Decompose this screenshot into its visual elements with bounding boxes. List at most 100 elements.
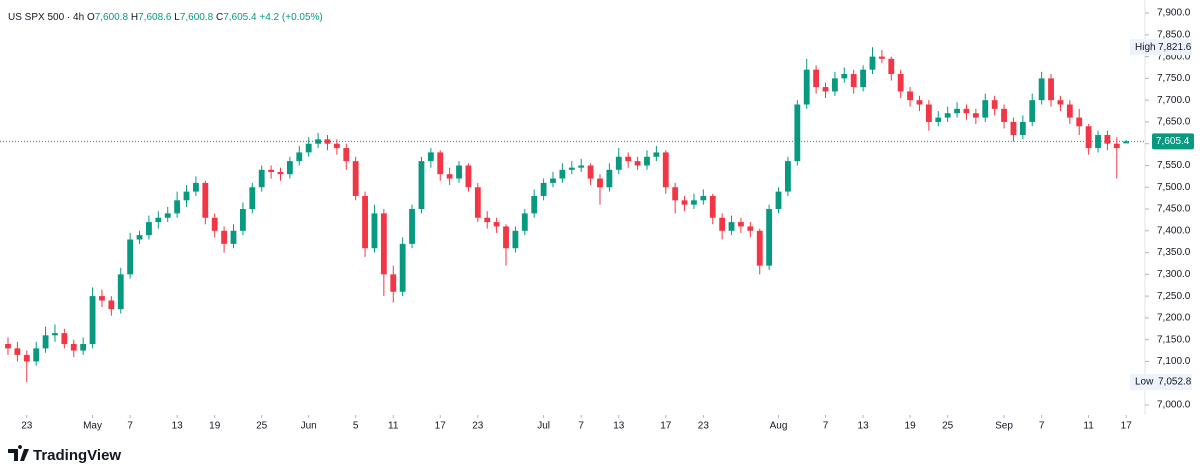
candle-body [333,143,340,149]
y-tick-label: 7,650.0 [1157,117,1191,128]
x-tick-label: 7 [578,421,584,432]
candle-body [146,222,152,236]
candle-body [456,165,462,179]
candle-body [709,195,716,218]
candle-body [174,200,181,214]
x-tick-label: 25 [942,421,954,432]
x-tick-label: 17 [435,421,447,432]
candle-body [1123,141,1130,144]
y-tick-label: 7,500.0 [1157,182,1191,193]
candle-body [117,274,124,310]
candle-body [249,187,256,210]
change: +4.2 (+0.05%) [259,12,322,23]
last-price-tag [1152,133,1194,150]
candle-body [474,187,481,218]
tradingview-logo: TradingView [8,445,121,464]
candle-body [860,69,867,88]
x-tick-label: May [83,421,102,432]
candle-body [935,117,942,122]
candle-body [465,165,472,188]
candle-body [982,100,989,118]
ohlc-key: C [216,12,223,23]
candle-body [409,209,415,244]
y-tick-label: 7,800.0 [1157,51,1191,62]
candle-body [681,200,688,205]
x-tick-label: 7 [1039,421,1045,432]
candle-body [1113,143,1120,149]
candle-body [944,113,951,118]
candle-body [211,217,218,231]
candle-body [1066,104,1073,118]
candle-body [286,161,293,175]
candle-body [14,348,21,355]
candle-body [437,152,444,175]
candle-body [136,235,143,240]
x-tick-label: 25 [256,421,268,432]
candle-body [766,209,773,266]
ohlc-key: O [87,12,95,23]
x-tick-label: 13 [172,421,184,432]
y-tick-label: 7,000.0 [1157,400,1191,411]
marker-text: High [1135,42,1156,53]
candle-body [907,91,913,101]
candle-body [841,74,848,79]
ohlc-value: 7,600.8 [180,12,214,23]
y-tick-label: 7,100.0 [1157,356,1191,367]
candle-body [99,296,105,301]
last-price-label: 7,605.4 [1156,136,1190,147]
candle-body [888,58,895,75]
candle-body [831,78,838,92]
candle-body [1095,134,1101,149]
candle-body [691,200,697,205]
marker-bg [1130,373,1192,390]
y-tick-label: 7,300.0 [1157,269,1191,280]
ohlc-key: H [131,12,138,23]
candle-body [925,104,932,122]
x-tick-label: 11 [1083,421,1094,432]
candle-body [1085,126,1092,149]
candle-body [803,69,810,105]
y-tick-label: 7,200.0 [1157,313,1191,324]
candle-body [1029,100,1036,122]
x-tick-label: 11 [388,421,399,432]
candle-body [785,161,791,192]
candle-body [193,182,199,192]
candle-body [70,344,77,351]
x-tick-label: Sep [995,421,1013,432]
candle-body [822,87,829,92]
candle-body [352,161,359,196]
candle-body [1104,134,1111,144]
candle-body [850,74,857,88]
candle-body [568,167,575,170]
y-tick-label: 7,850.0 [1157,29,1191,40]
candle-body [672,187,679,201]
candle-body [324,139,331,144]
ohlc-value: 7,608.6 [138,12,172,23]
candle-body [484,217,491,223]
candle-body [427,152,434,162]
candle-body [578,165,585,168]
header: US SPX 500 · 4h O7,600.8 H7,608.6 L7,600… [8,12,323,23]
candle-body [531,195,538,214]
x-tick-label: 17 [1121,421,1133,432]
candle-body [615,156,622,170]
candle-body [540,182,547,196]
candle-body [371,213,378,249]
candle-body [587,165,594,179]
x-tick-label: 7 [127,421,133,432]
y-tick-label: 7,350.0 [1157,247,1191,258]
brand: TradingView [33,447,121,464]
candle-body [61,333,68,345]
candle-body [738,222,744,227]
x-tick-label: 23 [21,421,33,432]
candle-body [972,113,979,118]
candle-body [446,174,453,179]
candle-body [897,74,904,92]
candle-body [728,222,735,231]
candle-body [277,172,284,175]
candle-body [662,152,669,188]
candle-body [380,213,387,275]
candle-body [606,169,613,188]
